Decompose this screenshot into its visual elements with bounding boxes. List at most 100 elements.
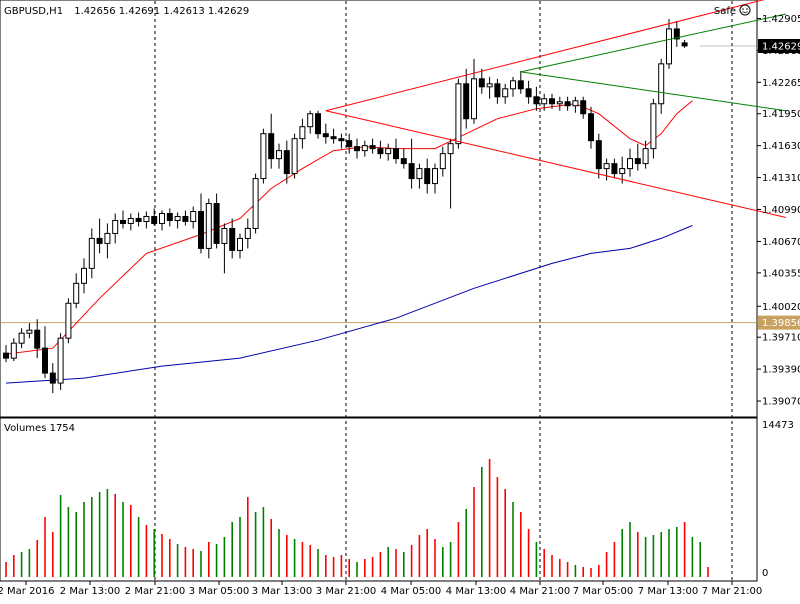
candle-body <box>580 100 587 115</box>
candle-body <box>650 103 657 150</box>
price-tick-label: 1.40355 <box>762 268 800 279</box>
candle-body <box>244 227 251 239</box>
candle-body <box>502 88 509 98</box>
time-axis: 2 Mar 2016 2 Mar 13:00 2 Mar 21:00 3 Mar 05… <box>0 581 762 597</box>
candle-body <box>361 145 368 152</box>
candle-body <box>237 237 243 251</box>
moving-averages <box>5 100 693 384</box>
candle-body <box>572 100 579 107</box>
candle-body <box>49 372 56 384</box>
price-tick-label: 1.39710 <box>762 333 800 344</box>
time-tick-label: 7 Mar 21:00 <box>702 586 762 597</box>
candle-body <box>81 267 87 284</box>
candle-body <box>416 168 423 180</box>
candle-body <box>143 215 150 222</box>
candle-body <box>120 219 126 224</box>
candle-body <box>127 217 134 224</box>
candle-body <box>322 133 329 138</box>
candle-body <box>611 163 618 175</box>
candle-body <box>190 210 197 222</box>
candle-body <box>338 138 345 142</box>
candle-body <box>525 88 532 98</box>
red-trendline <box>325 0 765 112</box>
ohlc-readout: 1.42656 1.42691 1.42613 1.42629 <box>74 6 249 17</box>
candle-body <box>260 133 267 180</box>
price-tick-label: 1.39070 <box>762 397 800 408</box>
time-tick-label: 3 Mar 05:00 <box>189 586 249 597</box>
candle-body <box>112 219 119 234</box>
candle-body <box>159 212 165 224</box>
candle-body <box>385 148 392 155</box>
current-price-box <box>758 38 800 53</box>
candle-body <box>393 148 399 160</box>
candle-body <box>291 138 298 175</box>
red-trendline <box>325 110 787 218</box>
price-tick-label: 1.41310 <box>762 173 800 184</box>
volume-panel-frame <box>0 417 758 582</box>
price-axis: 1.429051.425851.422651.419501.416301.413… <box>700 14 800 579</box>
volume-max-label: 14473 <box>762 420 794 431</box>
candle-body <box>424 168 431 185</box>
candle-body <box>205 203 212 249</box>
candle-body <box>658 63 665 105</box>
candle-body <box>478 78 485 88</box>
price-tick-label: 1.41630 <box>762 141 800 152</box>
price-tick-label: 1.40020 <box>762 302 800 313</box>
candle-body <box>307 113 314 128</box>
candle-body <box>455 83 462 145</box>
candle-body <box>26 329 33 334</box>
candle-body <box>510 80 516 90</box>
candle-body <box>198 210 204 249</box>
time-tick-label: 3 Mar 13:00 <box>252 586 312 597</box>
candle-body <box>517 80 524 90</box>
candle-body <box>432 168 438 185</box>
time-tick-label: 7 Mar 05:00 <box>573 586 633 597</box>
candle-body <box>619 168 626 175</box>
candle-body <box>283 150 290 175</box>
price-tick-label: 1.42905 <box>762 14 800 25</box>
safe-smiley-icon <box>739 4 751 16</box>
candle-body <box>42 347 48 374</box>
candle-body <box>463 83 470 120</box>
candle-body <box>556 101 563 105</box>
candle-body <box>151 215 158 224</box>
candle-body <box>268 133 275 160</box>
candle-body <box>330 136 337 140</box>
candle-body <box>174 215 181 221</box>
time-tick-label: 2 Mar 2016 <box>0 586 55 597</box>
main-chart-frame <box>0 0 758 418</box>
candle-body <box>18 332 25 344</box>
candle-body <box>276 150 282 160</box>
candle-body <box>627 158 633 170</box>
time-tick-label: 4 Mar 21:00 <box>510 586 570 597</box>
time-tick-label: 2 Mar 21:00 <box>125 586 185 597</box>
candle-body <box>221 227 228 244</box>
candle-body <box>666 28 672 65</box>
horizontal-line-price-box <box>758 315 800 330</box>
price-tick-label: 1.39390 <box>762 365 800 376</box>
candle-body <box>486 83 493 88</box>
candle-body <box>377 148 384 155</box>
fast-moving-average-line <box>5 100 693 355</box>
candle-body <box>603 163 610 170</box>
price-tick-label: 1.42265 <box>762 78 800 89</box>
trendlines[interactable] <box>325 0 787 218</box>
time-tick-label: 7 Mar 13:00 <box>638 586 698 597</box>
candle-body <box>65 302 72 339</box>
candle-body <box>213 203 220 244</box>
candle-body <box>634 158 641 165</box>
candle-body <box>494 83 501 98</box>
candle-body <box>564 101 571 107</box>
volumes-label: Volumes 1754 <box>4 423 75 434</box>
candle-body <box>471 78 477 120</box>
candle-body <box>400 158 407 165</box>
time-tick-label: 3 Mar 21:00 <box>316 586 376 597</box>
time-tick-label: 4 Mar 13:00 <box>446 586 506 597</box>
candle-body <box>96 237 103 244</box>
candle-body <box>447 143 454 155</box>
candle-body <box>315 113 321 135</box>
volume-bars <box>5 459 709 577</box>
candle-body <box>229 227 236 251</box>
